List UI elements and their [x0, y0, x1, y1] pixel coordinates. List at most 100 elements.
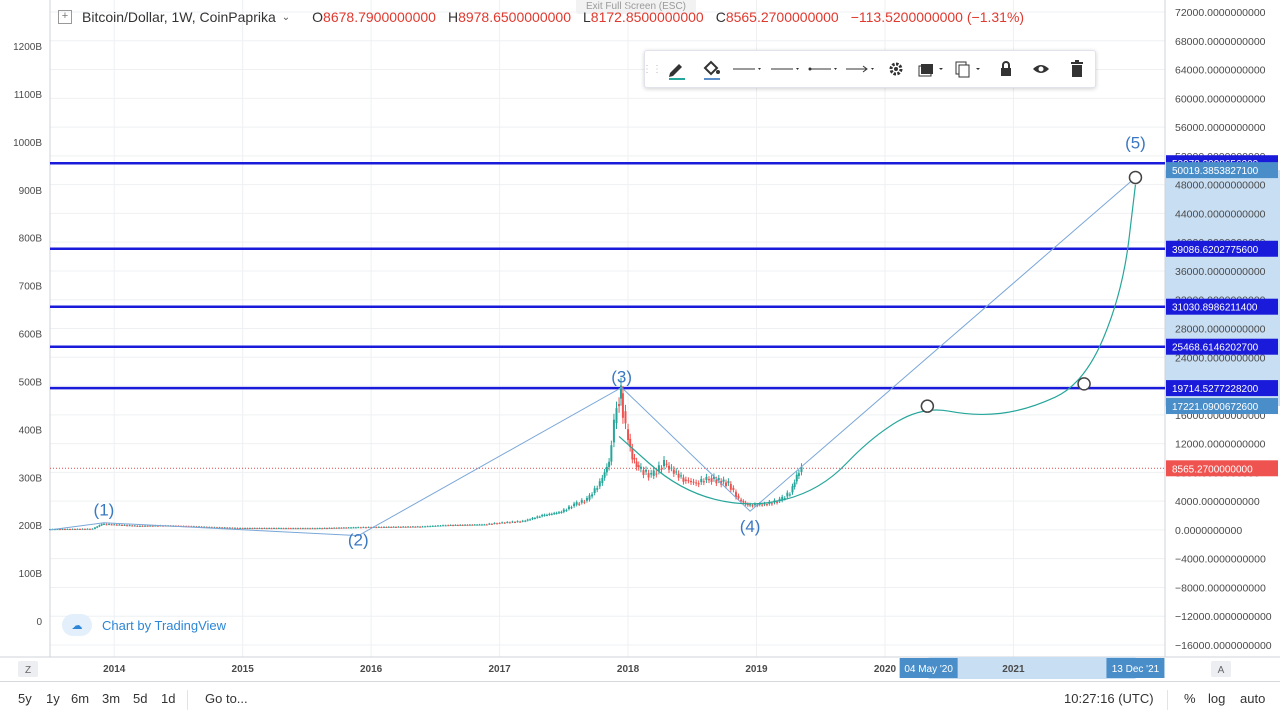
range-5d-button[interactable]: 5d [133, 691, 148, 706]
candle-body [734, 491, 737, 498]
candle-body [558, 512, 561, 514]
tradingview-watermark[interactable]: ☁ Chart by TradingView [62, 614, 226, 636]
fill-bucket-icon[interactable] [693, 51, 729, 87]
gear-icon[interactable] [879, 51, 913, 87]
range-3m-button[interactable]: 3m [102, 691, 121, 706]
percent-scale-button[interactable]: % [1184, 691, 1196, 706]
exit-fullscreen-hint[interactable]: Exit Full Screen (ESC) [576, 0, 696, 14]
candle-body [81, 528, 84, 530]
candle-body [260, 528, 263, 530]
line-arrow-right-icon[interactable] [841, 51, 879, 87]
candle-body [426, 526, 429, 528]
candle-body [392, 526, 395, 528]
divider [1167, 690, 1168, 710]
candle-body [471, 524, 474, 526]
goto-date-button[interactable]: Go to... [205, 691, 248, 706]
tradingview-logo-icon: ☁ [62, 614, 92, 636]
candle-body [476, 524, 479, 526]
candle-body [786, 492, 789, 497]
range-1y-button[interactable]: 1y [46, 691, 60, 706]
candle-body [461, 524, 464, 526]
candle-body [660, 468, 663, 470]
line-dash-icon[interactable] [766, 51, 804, 87]
candle-body [627, 429, 630, 441]
candle-body [280, 528, 283, 530]
close-value: C8565.2700000000 [715, 9, 839, 25]
chevron-down-icon[interactable]: ⌄ [281, 11, 291, 23]
wave-label: (1) [94, 501, 115, 520]
candle-body [292, 528, 295, 530]
candle-body [663, 459, 666, 467]
candle-body [141, 525, 144, 527]
copy-icon[interactable] [950, 51, 988, 87]
wave-label: (2) [348, 531, 369, 550]
candle-body [746, 504, 749, 506]
candle-body [608, 461, 611, 467]
candle-body [624, 411, 627, 424]
candle-body [382, 526, 385, 528]
left-axis-tick-label: 300B [19, 473, 43, 484]
auto-scale-button[interactable]: auto [1240, 691, 1266, 706]
candle-body [91, 528, 94, 530]
candle-body [272, 528, 275, 530]
candle-body [419, 526, 422, 528]
candle-body [631, 448, 634, 460]
range-6m-button[interactable]: 6m [71, 691, 90, 706]
candle-body [231, 527, 234, 529]
candle-body [323, 527, 326, 529]
trash-icon[interactable] [1059, 51, 1095, 87]
candle-body [675, 471, 678, 473]
lock-icon[interactable] [988, 51, 1024, 87]
candle-body [553, 513, 556, 515]
candle-body [287, 528, 290, 530]
candle-body [541, 515, 544, 517]
time-axis-tick-label: 2020 [874, 664, 897, 675]
candle-body [508, 522, 511, 524]
price-level-badge [1166, 380, 1278, 397]
candle-body [256, 528, 259, 530]
line-style-icon[interactable] [728, 51, 766, 87]
candle-body [277, 528, 280, 530]
symbol-title[interactable]: Bitcoin/Dollar, 1W, CoinPaprika [82, 9, 276, 25]
candle-body [76, 528, 79, 530]
candle-body [511, 521, 514, 523]
candle-body [667, 465, 670, 470]
candle-body [562, 509, 565, 512]
log-scale-button[interactable]: log [1208, 691, 1226, 706]
right-axis-tick-label: 60000.0000000000 [1175, 93, 1266, 105]
line-arrow-left-icon[interactable] [804, 51, 842, 87]
expand-icon[interactable]: + [58, 10, 72, 24]
candle-body [73, 528, 76, 530]
candle-body [367, 527, 370, 529]
pencil-icon[interactable] [659, 51, 693, 87]
candle-body [359, 527, 362, 529]
range-5y-button[interactable]: 5y [18, 691, 32, 706]
candle-body [118, 524, 121, 526]
candle-body [700, 478, 703, 483]
candle-body [770, 503, 773, 505]
candle-body [603, 472, 606, 478]
clock-time[interactable]: 10:27:16 (UTC) [1064, 691, 1154, 706]
template-icon[interactable] [913, 51, 951, 87]
candle-body [514, 521, 517, 523]
candle-body [115, 524, 118, 526]
candle-body [753, 504, 756, 506]
left-axis-tick-label: 400B [19, 425, 43, 436]
candle-body [268, 528, 271, 530]
candle-body [236, 527, 239, 529]
right-axis-tick-label: 28000.0000000000 [1175, 324, 1266, 336]
right-axis-tick-label: 48000.0000000000 [1175, 180, 1266, 192]
price-level-badge-label: 39086.6202775600 [1172, 245, 1259, 256]
drag-handle-icon[interactable]: ⋮⋮ [642, 63, 662, 75]
candle-body [380, 527, 383, 529]
candle-body [529, 519, 532, 521]
candle-body [498, 523, 501, 525]
candle-body [548, 513, 551, 515]
candle-body [655, 473, 658, 475]
candle-body [526, 519, 529, 521]
eye-icon[interactable] [1024, 51, 1060, 87]
range-1d-button[interactable]: 1d [161, 691, 176, 706]
candle-body [615, 408, 618, 424]
change-value: −113.5200000000 (−1.31%) [850, 9, 1025, 25]
